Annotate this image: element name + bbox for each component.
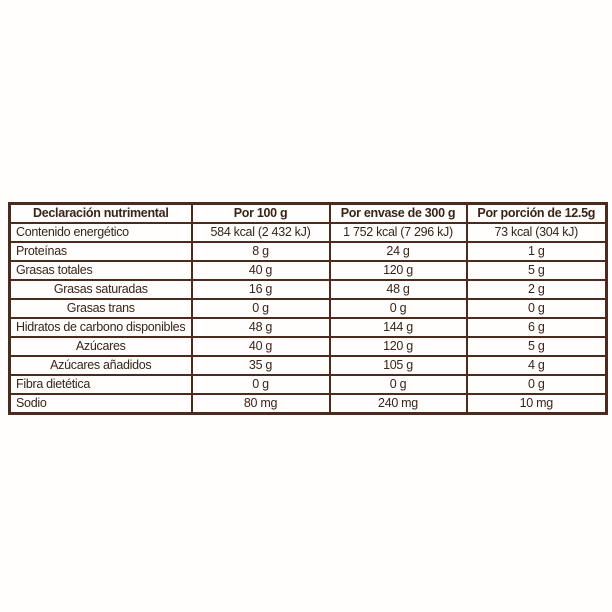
row-value-100g: 40 g	[190, 260, 331, 281]
row-value-porcion: 10 mg	[465, 393, 608, 415]
nutrition-table: Declaración nutrimental Por 100 g Por en…	[8, 202, 608, 415]
row-value-envase: 240 mg	[328, 393, 468, 415]
row-label: Azúcares añadidos	[8, 355, 193, 376]
row-label: Grasas totales	[8, 260, 193, 281]
row-value-envase: 0 g	[328, 298, 468, 319]
table-row-azucares: Azúcares 40 g 120 g 5 g	[8, 336, 608, 357]
row-value-porcion: 73 kcal (304 kJ)	[465, 222, 608, 243]
row-label: Contenido energético	[8, 222, 193, 243]
table-row-grasas-trans: Grasas trans 0 g 0 g 0 g	[8, 298, 608, 319]
header-por-100g: Por 100 g	[190, 202, 331, 224]
row-value-porcion: 6 g	[465, 317, 608, 338]
row-label: Fibra dietética	[8, 374, 193, 395]
header-por-envase: Por envase de 300 g	[328, 202, 468, 224]
row-value-100g: 80 mg	[190, 393, 331, 415]
table-header-row: Declaración nutrimental Por 100 g Por en…	[8, 202, 608, 224]
row-value-porcion: 0 g	[465, 374, 608, 395]
row-value-100g: 48 g	[190, 317, 331, 338]
row-value-100g: 40 g	[190, 336, 331, 357]
row-label: Hidratos de carbono disponibles	[8, 317, 193, 338]
table-row-grasas-saturadas: Grasas saturadas 16 g 48 g 2 g	[8, 279, 608, 300]
row-value-porcion: 2 g	[465, 279, 608, 300]
row-value-envase: 105 g	[328, 355, 468, 376]
row-label: Proteínas	[8, 241, 193, 262]
row-value-envase: 144 g	[328, 317, 468, 338]
row-value-100g: 0 g	[190, 374, 331, 395]
row-value-envase: 24 g	[328, 241, 468, 262]
row-value-100g: 35 g	[190, 355, 331, 376]
table-row-fibra-dietetica: Fibra dietética 0 g 0 g 0 g	[8, 374, 608, 395]
row-value-100g: 16 g	[190, 279, 331, 300]
row-value-envase: 48 g	[328, 279, 468, 300]
table-row-sodio: Sodio 80 mg 240 mg 10 mg	[8, 393, 608, 415]
header-por-porcion: Por porción de 12.5g	[465, 202, 608, 224]
row-value-envase: 120 g	[328, 336, 468, 357]
row-value-porcion: 1 g	[465, 241, 608, 262]
table-row-azucares-anadidos: Azúcares añadidos 35 g 105 g 4 g	[8, 355, 608, 376]
table-row-contenido-energetico: Contenido energético 584 kcal (2 432 kJ)…	[8, 222, 608, 243]
row-value-porcion: 5 g	[465, 336, 608, 357]
header-declaracion: Declaración nutrimental	[8, 202, 193, 224]
row-value-100g: 584 kcal (2 432 kJ)	[190, 222, 331, 243]
row-value-porcion: 5 g	[465, 260, 608, 281]
row-label: Azúcares	[8, 336, 193, 357]
row-value-envase: 120 g	[328, 260, 468, 281]
table-row-hidratos-carbono: Hidratos de carbono disponibles 48 g 144…	[8, 317, 608, 338]
row-value-100g: 8 g	[190, 241, 331, 262]
row-value-porcion: 0 g	[465, 298, 608, 319]
table-row-grasas-totales: Grasas totales 40 g 120 g 5 g	[8, 260, 608, 281]
row-value-envase: 1 752 kcal (7 296 kJ)	[328, 222, 468, 243]
row-value-porcion: 4 g	[465, 355, 608, 376]
row-value-100g: 0 g	[190, 298, 331, 319]
row-value-envase: 0 g	[328, 374, 468, 395]
row-label: Grasas trans	[8, 298, 193, 319]
table-row-proteinas: Proteínas 8 g 24 g 1 g	[8, 241, 608, 262]
row-label: Grasas saturadas	[8, 279, 193, 300]
row-label: Sodio	[8, 393, 193, 415]
